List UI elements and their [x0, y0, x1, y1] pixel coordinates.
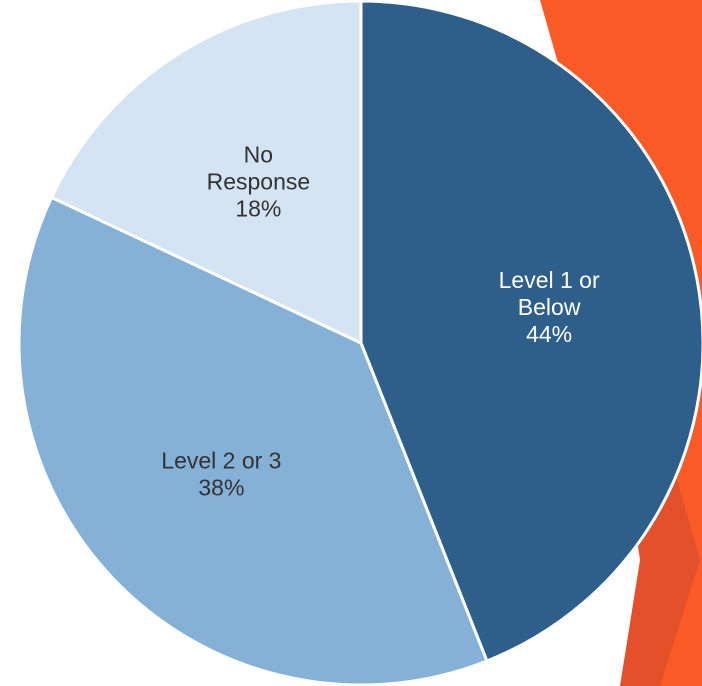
- pie-category-label: Response: [207, 168, 311, 194]
- pie-slice-level-1-or-below: [359, 0, 702, 663]
- pie-category-label: Below: [518, 294, 581, 320]
- pie-category-label: No: [244, 141, 273, 167]
- pie-value-label: 18%: [235, 195, 281, 221]
- pie-label-no-response: No Response 18%: [207, 141, 311, 221]
- pie-category-label: Level 2 or 3: [161, 448, 281, 474]
- pie-category-label: Level 1 or: [499, 267, 600, 293]
- pie-slice-no-response: [49, 0, 363, 346]
- pie-label-level-1-or-below: Level 1 or Below 44%: [499, 267, 600, 347]
- pie-slice-level-2-or-3: [17, 195, 489, 686]
- pie-label-level-2-or-3: Level 2 or 3 38%: [161, 448, 281, 501]
- pie-labels: Level 1 or Below 44% Level 2 or 3 38% No Respo…: [161, 141, 600, 500]
- pie-value-label: 38%: [198, 475, 244, 501]
- pie-slices: [17, 0, 702, 686]
- pie-value-label: 44%: [526, 321, 572, 347]
